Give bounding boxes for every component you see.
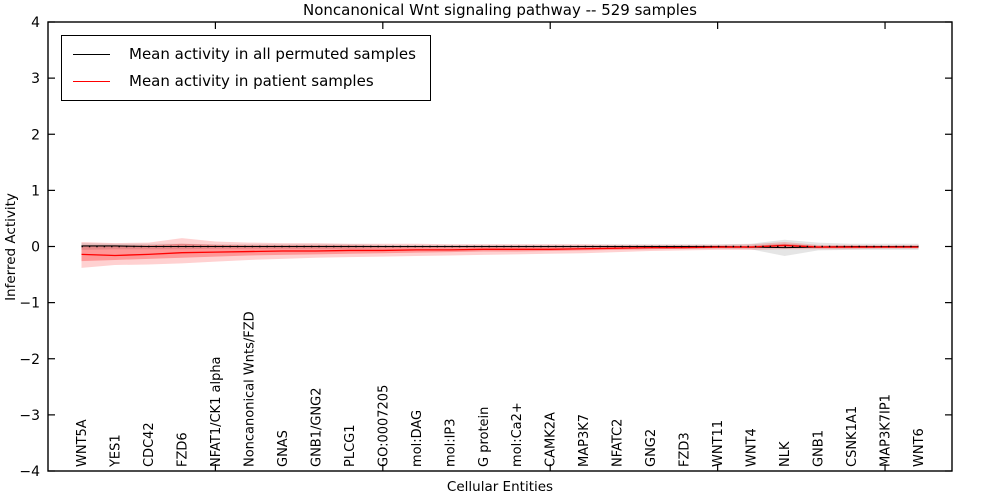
x-category-label: mol:Ca2+ [510,402,525,467]
x-category-label: MAP3K7IP1 [879,394,894,467]
patient-mean-line [81,244,919,257]
legend: Mean activity in all permuted samples Me… [61,35,431,101]
x-category-label: GNB1 [812,430,827,467]
permuted-band [81,239,919,257]
chart-title: Noncanonical Wnt signaling pathway -- 52… [303,1,697,19]
y-tick-label: 0 [31,240,40,256]
x-category-label: WNT4 [745,428,760,467]
y-tick-label: 1 [31,183,40,199]
x-category-label: YES1 [108,434,123,468]
x-category-label: WNT6 [912,428,927,467]
y-tick-label: −3 [19,408,40,424]
x-category-label: WNT5A [75,419,90,467]
permuted-mean-line [81,245,919,249]
y-axis-title: Inferred Activity [3,193,19,301]
legend-item-patient: Mean activity in patient samples [73,68,416,95]
x-category-label: G protein [477,407,492,467]
x-category-label: CSNK1A1 [845,406,860,467]
legend-label-patient: Mean activity in patient samples [129,72,374,90]
x-category-label: PLCG1 [343,424,358,467]
x-category-label: Noncanonical Wnts/FZD [242,311,257,467]
x-category-label: NFATC2 [611,419,626,467]
y-tick-label: −2 [19,352,40,368]
y-tick-label: 3 [31,71,40,87]
x-category-label: GNB1/GNG2 [309,387,324,467]
x-category-label: FZD6 [175,432,190,467]
legend-line-permuted-swatch [73,54,110,55]
x-category-label: NLK [778,441,793,467]
legend-label-permuted: Mean activity in all permuted samples [129,45,416,63]
patient-band-outer [81,238,919,268]
y-tick-label: −1 [19,296,40,312]
x-category-label: mol:IP3 [443,418,458,467]
x-category-label: WNT11 [711,420,726,467]
legend-item-permuted: Mean activity in all permuted samples [73,41,416,68]
x-category-label: GNAS [276,430,291,467]
y-tick-label: 4 [31,15,40,31]
x-category-label: GNG2 [644,429,659,467]
x-axis-title: Cellular Entities [446,479,554,495]
x-category-label: MAP3K7 [577,414,592,467]
y-tick-label: 2 [31,127,40,143]
x-category-label: CDC42 [142,422,157,467]
legend-line-patient-swatch [73,81,110,82]
x-category-label: CAMK2A [544,412,559,467]
x-category-label: GO:0007205 [376,385,391,467]
x-category-label: mol:DAG [410,410,425,467]
x-category-label: FZD3 [678,432,693,467]
patient-band-inner [81,243,919,262]
x-category-label: NFAT1/CK1 alpha [209,356,224,467]
y-tick-label: −4 [19,464,40,480]
